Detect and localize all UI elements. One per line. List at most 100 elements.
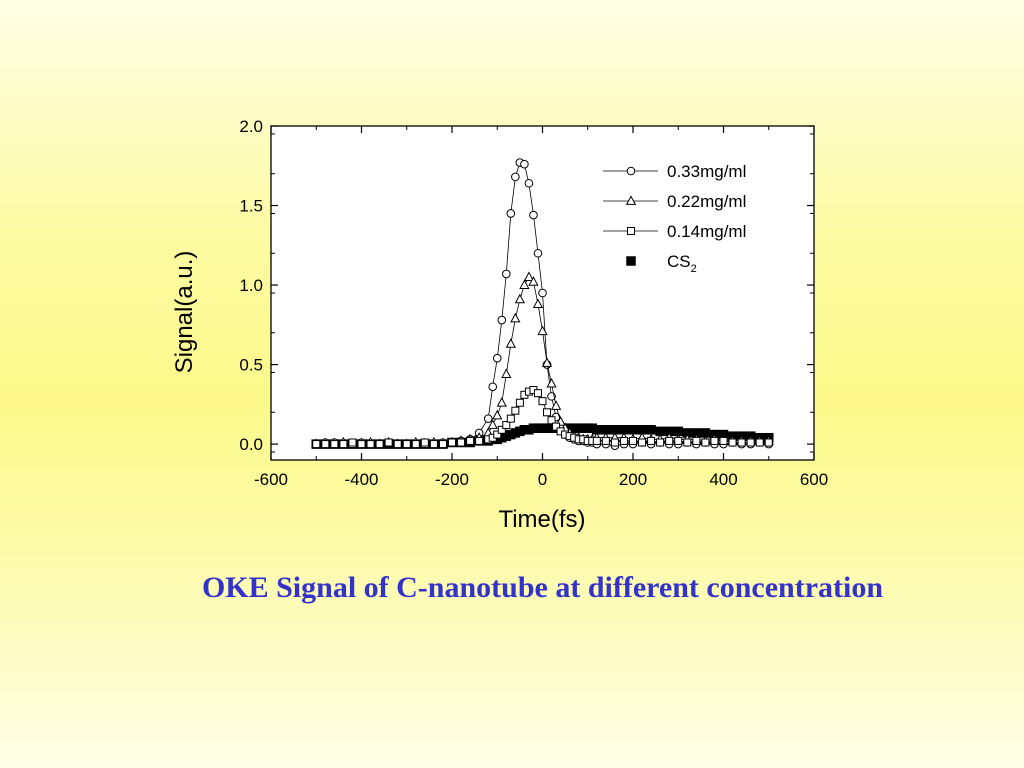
series-1-point [487,419,498,429]
legend-label-subscript: 2 [691,263,697,275]
series-2-point [511,406,520,415]
series-2-point [448,438,456,447]
series-2-point [629,436,637,445]
oke-signal-chart: -600 -400 -200 0 200 400 600 0.0 0.5 1.0 1.5 2.0 0.… [171,117,828,533]
series-3-point [628,425,638,435]
x-tick-label: 600 [800,470,828,489]
series-1-point [550,400,562,410]
legend-marker [627,227,635,235]
series-2-point [665,436,674,445]
series-0-point [524,178,534,188]
y-tick-label: 1.5 [239,197,263,216]
series-2-point [737,438,746,447]
series-2-point [429,440,438,449]
series-2-point [552,422,561,431]
series-0-point [520,159,529,169]
series-2-point [497,425,506,434]
series-0-point [529,210,538,220]
series-2-point [457,438,466,447]
legend-marker [626,166,636,176]
series-2-point [746,438,755,447]
legend-marker [625,195,637,205]
series-2-point [312,440,321,449]
y-tick-label: 2.0 [239,117,263,136]
series-2-point [533,389,542,398]
series-2-point [674,436,683,445]
series-2-point [402,440,411,449]
series-0-point [538,288,547,298]
series-3-point [646,425,656,435]
series-1-point [501,368,512,379]
series-2-point [683,438,692,447]
y-tick-label: 0.5 [239,356,263,375]
series-2-point [692,436,701,445]
series-2-point [647,436,656,445]
series-2-point [420,438,429,447]
series-2-point [543,408,552,417]
series-2-point [619,436,628,445]
legend-label: 0.33mg/ml [667,162,746,181]
series-1-point [523,271,535,281]
series-2-point [755,438,764,447]
series-2-point [701,438,710,447]
series-1-point [496,397,507,407]
series-2-point [547,416,556,425]
x-tick-label: 0 [538,470,547,489]
series-2-point [493,430,502,439]
series-2-point [710,436,719,445]
series-2-point [638,438,647,447]
y-axis-title: Signal(a.u.) [171,251,198,374]
series-2-point [321,440,330,449]
series-1-point [528,276,539,286]
series-0-point [497,315,507,325]
series-1-point [510,312,521,323]
series-2-point [330,440,339,449]
series-2-point [728,438,737,447]
series-2-point [719,436,728,445]
series-2-point [393,440,402,449]
series-2-point [411,440,420,449]
x-tick-label: -200 [435,470,469,489]
x-tick-label: 200 [619,470,647,489]
series-2-point [357,440,366,449]
legend-label: 0.22mg/ml [667,192,746,211]
series-0-point [488,382,498,392]
series-2-point [656,438,665,447]
series-2-point [610,438,619,447]
series-0-point [533,248,543,258]
series-1-point [546,378,557,388]
series-1-point [505,338,516,348]
series-1-point [514,293,526,304]
series-2-point [502,421,511,430]
series-2-point [384,438,393,447]
slide-caption: OKE Signal of C-nanotube at different co… [201,571,884,604]
legend: 0.33mg/ml 0.22mg/ml 0.14mg/ml CS2 [592,150,784,277]
series-1-point [519,279,530,289]
series-2-point [466,436,475,445]
series-1-point [532,298,544,309]
series-2-point [538,397,547,406]
series-2-point [592,436,601,445]
legend-marker [626,256,636,266]
series-2-point [339,440,348,449]
x-tick-label: -400 [344,470,378,489]
series-0-point [506,209,516,218]
y-tick-label: 1.0 [239,276,263,295]
series-2-point [348,438,357,447]
series-1-point [541,357,553,367]
series-2-point [764,438,773,447]
series-2-point [475,436,484,445]
series-2 [312,386,773,449]
series-0-point [502,269,511,279]
x-axis-title: Time(fs) [498,506,585,533]
legend-label: CS2 [667,252,697,275]
series-0-point [511,172,520,182]
series-0-point [483,414,493,423]
series-2-point [506,414,515,423]
series-2-point [438,440,447,449]
series-2-point [366,440,375,449]
series-2-point [515,398,524,407]
series-1-point [492,409,503,420]
x-tick-label: -600 [254,470,288,489]
series-0-point [492,353,502,363]
